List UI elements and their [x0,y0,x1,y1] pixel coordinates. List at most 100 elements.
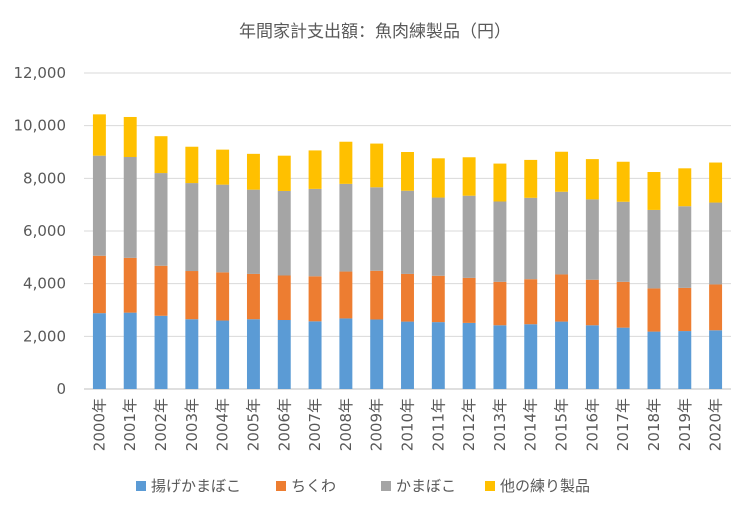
bar-segment [339,271,353,319]
bar-segment [339,318,353,389]
legend-label: かまぼこ [396,477,456,495]
bar-segment [370,319,384,389]
bar-segment [462,322,476,389]
x-tick-label: 2000年 [90,398,108,451]
chart-title: 年間家計支出額：魚肉練製品（円） [239,22,511,42]
bar-segment [123,116,137,158]
bar-segment [401,152,414,191]
bar-segment [709,284,723,331]
bar-segment [123,312,137,389]
bar-segment [431,322,445,389]
bar-segment [524,197,538,280]
bar-segment [154,173,168,266]
bar-segment [493,325,507,389]
bar-segment [154,136,168,174]
bar-segment [585,279,599,326]
bar-segment [493,201,507,282]
x-tick-label: 2014年 [522,398,540,451]
legend-swatch [136,481,146,491]
x-tick-label: 2002年 [152,398,170,451]
bar-segment [555,151,569,192]
bar-segment [462,157,476,196]
bar-segment [370,270,384,320]
bar-segment [216,320,230,389]
bar-segment [616,327,630,389]
bar-segment [246,153,260,190]
bar-segment [462,277,476,323]
bar-segment [216,272,230,321]
bars [92,114,723,389]
y-tick-label: 4,000 [23,275,66,293]
bar-segment [92,155,106,256]
bar-segment [647,209,661,289]
bar-segment [154,315,168,389]
bar-segment [493,281,507,326]
bar-segment [647,172,661,210]
bar-segment [709,162,723,203]
bar-segment [431,275,445,323]
bar-segment [92,114,106,156]
bar-segment [585,325,599,389]
bar-segment [92,313,106,389]
x-tick-label: 2013年 [491,398,509,451]
y-axis: 0 2,000 4,000 6,000 8,000 10,000 12,000 [14,64,67,398]
bar-segment [308,150,322,189]
bar-segment [185,319,199,389]
legend-label: 他の練り製品 [500,477,590,495]
bar-segment [277,190,291,276]
bar-segment [647,288,661,332]
bar-segment [616,281,630,328]
bar-segment [246,273,260,320]
bar-segment [308,321,322,389]
bar-segment [524,324,538,389]
bar-segment [555,321,569,389]
bar-segment [185,146,199,184]
bar-segment [616,161,630,202]
bar-segment [277,275,291,321]
y-tick-label: 2,000 [23,327,66,345]
legend-swatch [485,481,495,491]
bar-segment [277,320,291,389]
bar-segment [431,197,445,276]
x-axis: 2000年 2001年 2002年 2003年 2004年 2005年 2006年 2007年… [90,398,724,451]
bar-segment [185,271,199,320]
bar-segment [678,168,692,207]
legend-label: ちくわ [291,477,336,495]
bar-segment [524,279,538,325]
x-tick-label: 2001年 [121,398,139,451]
y-tick-label: 12,000 [14,64,67,82]
x-tick-label: 2011年 [429,398,447,451]
x-tick-label: 2018年 [645,398,663,451]
bar-segment [339,183,353,272]
x-tick-label: 2006年 [275,398,293,451]
x-tick-label: 2008年 [337,398,355,451]
bar-segment [246,319,260,389]
bar-segment [678,206,692,288]
x-tick-label: 2020年 [707,398,725,451]
bar-segment [92,255,106,314]
x-tick-label: 2004年 [214,398,232,451]
bar-segment [709,330,723,389]
legend-swatch [276,481,286,491]
bar-segment [555,274,569,322]
bar-segment [123,257,137,313]
x-tick-label: 2009年 [368,398,386,451]
bar-segment [123,157,137,258]
legend: 揚げかまぼこ ちくわ かまぼこ 他の練り製品 [136,477,590,495]
bar-segment [154,265,168,316]
x-tick-label: 2003年 [183,398,201,451]
legend-swatch [381,481,391,491]
x-tick-label: 2005年 [244,398,262,451]
bar-segment [370,143,384,188]
y-tick-label: 6,000 [23,222,66,240]
bar-segment [585,199,599,280]
bar-segment [216,149,230,185]
bar-segment [462,195,476,278]
x-tick-label: 2015年 [553,398,571,451]
bar-segment [246,189,260,274]
bar-segment [709,202,723,285]
bar-segment [493,163,507,202]
y-tick-label: 8,000 [23,169,66,187]
x-tick-label: 2016年 [583,398,601,451]
